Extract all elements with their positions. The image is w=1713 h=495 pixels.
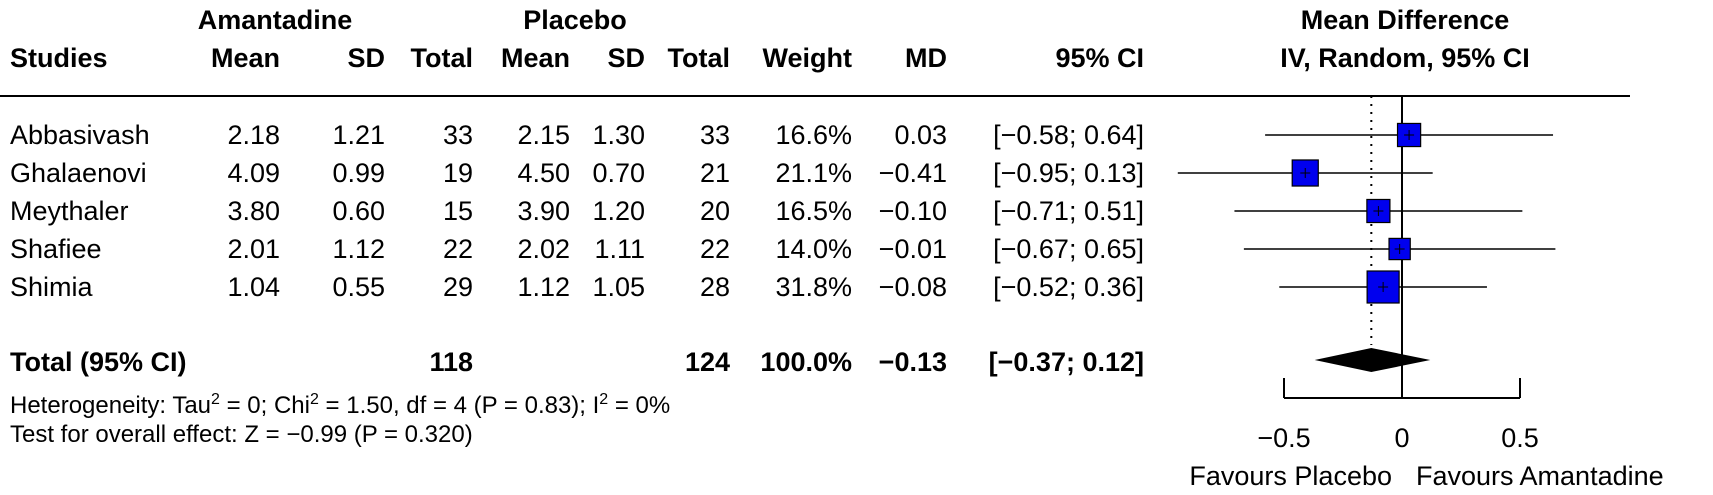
study-row-2-n1: 19 — [442, 158, 473, 188]
study-row-4-name: Shafiee — [10, 234, 102, 264]
pooled-diamond — [1314, 348, 1431, 372]
col-weight: Weight — [762, 43, 853, 73]
study-row-1-mean2: 2.15 — [517, 120, 570, 150]
study-row-3-mean2: 3.90 — [517, 196, 570, 226]
total-label: Total (95% CI) — [10, 347, 187, 377]
study-row-3-weight: 16.5% — [775, 196, 852, 226]
study-row-5-mean2: 1.12 — [517, 272, 570, 302]
study-row-5-sd2: 1.05 — [592, 272, 645, 302]
study-row-1-mean1: 2.18 — [227, 120, 280, 150]
study-row-2-n2: 21 — [699, 158, 730, 188]
col-mean2: Mean — [500, 43, 570, 73]
col-md: MD — [905, 43, 947, 73]
col-mean1: Mean — [210, 43, 280, 73]
study-row-4-n1: 22 — [442, 234, 473, 264]
study-row-1-md: 0.03 — [894, 120, 947, 150]
plot-title-2: IV, Random, 95% CI — [1280, 43, 1530, 73]
study-row-3-md: −0.10 — [878, 196, 947, 226]
favours-right-label: Favours Amantadine — [1416, 461, 1664, 491]
col-studies: Studies — [10, 43, 108, 73]
study-row-4-weight: 14.0% — [775, 234, 852, 264]
col-sd1: SD — [347, 43, 385, 73]
study-row-1-n1: 33 — [442, 120, 473, 150]
study-row-4-ci: [−0.67; 0.65] — [993, 234, 1144, 264]
study-row-5-md: −0.08 — [878, 272, 947, 302]
study-row-1-sd1: 1.21 — [332, 120, 385, 150]
study-row-2-md: −0.41 — [878, 158, 947, 188]
study-row-3-name: Meythaler — [10, 196, 129, 226]
col-ci: 95% CI — [1055, 43, 1144, 73]
het-sup-3: 2 — [599, 391, 609, 408]
total-md: −0.13 — [878, 347, 947, 377]
study-row-3-sd2: 1.20 — [592, 196, 645, 226]
het-part-2: = 0; Chi — [219, 392, 310, 419]
study-row-4-mean2: 2.02 — [517, 234, 570, 264]
study-row-5-n1: 29 — [442, 272, 473, 302]
study-row-1-n2: 33 — [699, 120, 730, 150]
study-row-5-sd1: 0.55 — [332, 272, 385, 302]
plot-title-1: Mean Difference — [1300, 5, 1510, 35]
het-part-1: Heterogeneity: Tau — [10, 392, 212, 419]
total-n1: 118 — [429, 347, 473, 377]
study-row-5-weight: 31.8% — [775, 272, 852, 302]
study-row-1-weight: 16.6% — [775, 120, 852, 150]
group2-header: Placebo — [523, 5, 627, 35]
overall-effect-text: Test for overall effect: Z = −0.99 (P = … — [10, 421, 473, 448]
study-row-3-n1: 15 — [442, 196, 473, 226]
het-sup-1: 2 — [211, 391, 220, 408]
study-row-4-md: −0.01 — [878, 234, 947, 264]
study-row-1-ci: [−0.58; 0.64] — [993, 120, 1144, 150]
study-row-2-weight: 21.1% — [775, 158, 852, 188]
study-row-4-mean1: 2.01 — [227, 234, 280, 264]
study-row-1-sd2: 1.30 — [592, 120, 645, 150]
x-tick-label-2: 0 — [1394, 423, 1409, 453]
group1-header: Amantadine — [197, 5, 353, 35]
study-row-1-name: Abbasivash — [10, 120, 150, 150]
study-row-5-name: Shimia — [10, 272, 93, 302]
study-row-2-sd2: 0.70 — [592, 158, 645, 188]
het-part-4: = 0% — [608, 392, 671, 419]
study-row-2-sd1: 0.99 — [332, 158, 385, 188]
total-weight: 100.0% — [760, 347, 852, 377]
study-row-2-mean2: 4.50 — [517, 158, 570, 188]
col-total2: Total — [667, 43, 731, 73]
col-total1: Total — [410, 43, 474, 73]
study-row-3-sd1: 0.60 — [332, 196, 385, 226]
study-row-2-name: Ghalaenovi — [10, 158, 147, 188]
total-n2: 124 — [684, 347, 730, 377]
study-row-3-n2: 20 — [699, 196, 730, 226]
x-tick-label-1: −0.5 — [1257, 423, 1310, 453]
study-row-5-n2: 28 — [699, 272, 730, 302]
study-row-4-sd2: 1.11 — [594, 234, 645, 264]
col-sd2: SD — [607, 43, 645, 73]
x-tick-label-3: 0.5 — [1501, 423, 1539, 453]
study-row-4-n2: 22 — [699, 234, 730, 264]
study-row-5-mean1: 1.04 — [227, 272, 280, 302]
study-row-2-mean1: 4.09 — [227, 158, 280, 188]
study-row-3-ci: [−0.71; 0.51] — [993, 196, 1144, 226]
study-row-2-ci: [−0.95; 0.13] — [993, 158, 1144, 188]
study-row-3-mean1: 3.80 — [227, 196, 280, 226]
study-row-5-ci: [−0.52; 0.36] — [993, 272, 1144, 302]
het-sup-2: 2 — [309, 391, 319, 408]
study-row-4-sd1: 1.12 — [332, 234, 385, 264]
total-ci: [−0.37; 0.12] — [988, 347, 1144, 377]
heterogeneity-text: Heterogeneity: Tau2 = 0; Chi2 = 1.50, df… — [10, 385, 670, 421]
plot-layer: −0.5 0 0.5 Favours Placebo Favours Amantadin… — [1177, 96, 1664, 491]
favours-left-label: Favours Placebo — [1189, 461, 1392, 491]
het-part-3: = 1.50, df = 4 (P = 0.83); I — [318, 392, 600, 419]
